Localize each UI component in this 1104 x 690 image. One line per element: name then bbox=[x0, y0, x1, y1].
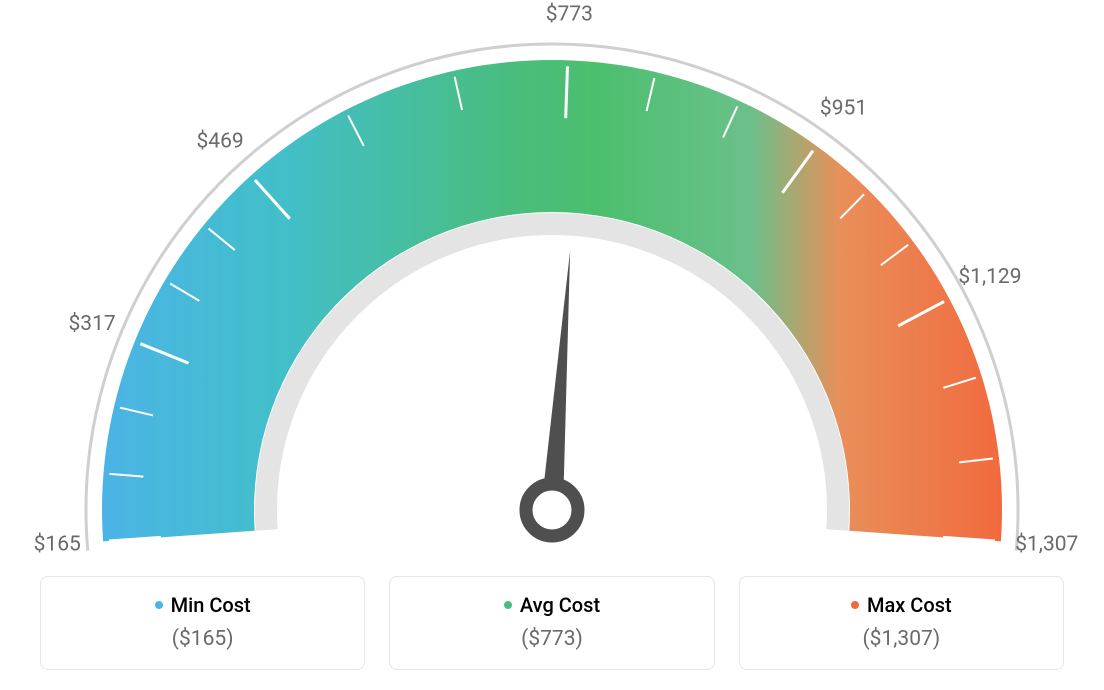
legend-value-max: ($1,307) bbox=[752, 627, 1051, 651]
gauge-tick-label: $1,129 bbox=[958, 265, 1021, 289]
gauge-svg: $165 $317 $469 $773 $951 $1,129 $1,307 bbox=[0, 0, 1104, 560]
gauge-tick-label: $165 bbox=[34, 533, 81, 557]
legend-card-min: Min Cost ($165) bbox=[40, 576, 365, 670]
legend-value-min: ($165) bbox=[53, 627, 352, 651]
gauge-tick-label: $1,307 bbox=[1015, 533, 1078, 557]
legend-label-max: Max Cost bbox=[867, 593, 952, 617]
gauge-tick-label: $317 bbox=[69, 312, 116, 336]
legend-value-avg: ($773) bbox=[402, 627, 701, 651]
legend-title-min: Min Cost bbox=[155, 593, 251, 617]
legend-label-avg: Avg Cost bbox=[520, 593, 600, 617]
gauge-tick-label: $773 bbox=[546, 2, 593, 26]
legend-card-avg: Avg Cost ($773) bbox=[389, 576, 714, 670]
dot-icon bbox=[155, 601, 163, 609]
gauge-tick-label: $951 bbox=[820, 97, 867, 121]
gauge-chart-container: $165 $317 $469 $773 $951 $1,129 $1,307 Min Cos… bbox=[0, 0, 1104, 690]
gauge-area: $165 $317 $469 $773 $951 $1,129 $1,307 bbox=[0, 0, 1104, 560]
dot-icon bbox=[504, 601, 512, 609]
dot-icon bbox=[851, 601, 859, 609]
legend-title-avg: Avg Cost bbox=[504, 593, 600, 617]
legend-label-min: Min Cost bbox=[171, 593, 251, 617]
legend-card-max: Max Cost ($1,307) bbox=[739, 576, 1064, 670]
legend-row: Min Cost ($165) Avg Cost ($773) Max Cost… bbox=[0, 576, 1104, 670]
legend-title-max: Max Cost bbox=[851, 593, 952, 617]
gauge-tick-label: $469 bbox=[197, 129, 244, 153]
